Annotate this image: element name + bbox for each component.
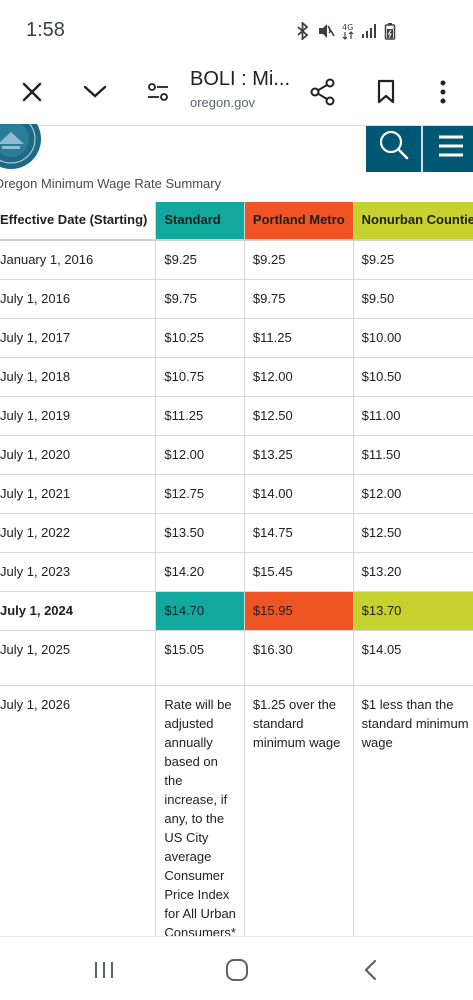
table-row: July 1, 2020 $12.00 $13.25 $11.50 — [0, 435, 473, 475]
cell-standard: $12.75 — [155, 474, 245, 514]
cell-portland: $9.25 — [244, 240, 354, 280]
more-options-icon[interactable] — [423, 72, 463, 112]
cell-nonurban: $14.05 — [353, 630, 473, 686]
recent-apps-icon[interactable] — [84, 955, 124, 985]
cell-nonurban: $13.20 — [353, 552, 473, 592]
table-row-highlighted: July 1, 2024 $14.70 $15.95 $13.70 — [0, 591, 473, 631]
cell-nonurban: $12.00 — [353, 474, 473, 514]
signal-icon — [361, 23, 377, 44]
table-row: July 1, 2025 $15.05 $16.30 $14.05 — [0, 630, 473, 686]
cell-date: July 1, 2022 — [0, 513, 157, 553]
status-icons: 4G — [296, 20, 396, 45]
cell-date: July 1, 2024 — [0, 591, 157, 631]
cell-date: January 1, 2016 — [0, 240, 157, 280]
browser-toolbar: BOLI : Mi... oregon.gov — [0, 62, 473, 126]
share-icon[interactable] — [303, 72, 343, 112]
oregon-seal-logo[interactable] — [0, 124, 42, 170]
cell-portland: $11.25 — [244, 318, 354, 358]
cell-date: July 1, 2018 — [0, 357, 157, 397]
cell-standard: Rate will be adjusted annually based on … — [155, 685, 245, 968]
bookmark-icon[interactable] — [366, 72, 406, 112]
cell-date: July 1, 2020 — [0, 435, 157, 475]
header-nonurban-counties: Nonurban Counties — [353, 202, 473, 241]
page-title[interactable]: BOLI : Mi... — [190, 68, 291, 90]
table-header-row: Effective Date (Starting) Standard Portl… — [0, 202, 473, 241]
cell-portland: $14.75 — [244, 513, 354, 553]
cell-portland: $12.00 — [244, 357, 354, 397]
page-subtitle: Oregon Minimum Wage Rate Summary — [0, 176, 222, 191]
cell-date: July 1, 2017 — [0, 318, 157, 358]
table-row: July 1, 2018 $10.75 $12.00 $10.50 — [0, 357, 473, 397]
cell-portland: $14.00 — [244, 474, 354, 514]
cell-portland: $13.25 — [244, 435, 354, 475]
cell-nonurban: $13.70 — [353, 591, 473, 631]
cell-nonurban: $10.00 — [353, 318, 473, 358]
header-standard: Standard — [155, 202, 245, 241]
cell-standard: $11.25 — [155, 396, 245, 436]
cell-nonurban: $9.50 — [353, 279, 473, 319]
cell-nonurban: $11.00 — [353, 396, 473, 436]
table-row: July 1, 2019 $11.25 $12.50 $11.00 — [0, 396, 473, 436]
cell-date: July 1, 2025 — [0, 630, 157, 686]
cell-date: July 1, 2026 — [0, 685, 157, 968]
data-4g-icon: 4G — [342, 22, 354, 45]
cell-standard: $13.50 — [155, 513, 245, 553]
cell-nonurban: $12.50 — [353, 513, 473, 553]
cell-nonurban: $1 less than the standard minimum wage — [353, 685, 473, 968]
table-row: July 1, 2017 $10.25 $11.25 $10.00 — [0, 318, 473, 358]
cell-standard: $10.75 — [155, 357, 245, 397]
cell-nonurban: $9.25 — [353, 240, 473, 280]
header-divider — [421, 126, 423, 172]
header-portland-metro: Portland Metro — [244, 202, 354, 241]
table-row: July 1, 2021 $12.75 $14.00 $12.00 — [0, 474, 473, 514]
svg-text:4G: 4G — [342, 23, 353, 32]
cell-standard: $14.70 — [155, 591, 245, 631]
cell-standard: $9.75 — [155, 279, 245, 319]
cell-date: July 1, 2023 — [0, 552, 157, 592]
cell-standard: $14.20 — [155, 552, 245, 592]
cell-date: July 1, 2016 — [0, 279, 157, 319]
close-icon[interactable] — [12, 72, 52, 112]
mute-icon — [317, 22, 335, 45]
chevron-down-icon[interactable] — [75, 72, 115, 112]
menu-icon[interactable] — [433, 128, 469, 164]
table-row: July 1, 2026 Rate will be adjusted annua… — [0, 685, 473, 968]
page-domain[interactable]: oregon.gov — [190, 95, 256, 110]
back-icon[interactable] — [350, 955, 390, 985]
table-row: July 1, 2016 $9.75 $9.75 $9.50 — [0, 279, 473, 319]
cell-portland: $9.75 — [244, 279, 354, 319]
cell-date: July 1, 2021 — [0, 474, 157, 514]
minimum-wage-table: Effective Date (Starting) Standard Portl… — [0, 202, 473, 968]
home-icon[interactable] — [217, 955, 257, 985]
search-icon[interactable] — [376, 128, 412, 164]
cell-portland: $1.25 over the standard minimum wage — [244, 685, 354, 968]
cell-standard: $10.25 — [155, 318, 245, 358]
cell-portland: $12.50 — [244, 396, 354, 436]
table-row: July 1, 2023 $14.20 $15.45 $13.20 — [0, 552, 473, 592]
cell-standard: $9.25 — [155, 240, 245, 280]
page-settings-icon[interactable] — [138, 72, 178, 112]
cell-standard: $15.05 — [155, 630, 245, 686]
cell-portland: $15.45 — [244, 552, 354, 592]
table-row: July 1, 2022 $13.50 $14.75 $12.50 — [0, 513, 473, 553]
status-bar: 1:58 4G — [0, 0, 473, 62]
cell-nonurban: $11.50 — [353, 435, 473, 475]
cell-portland: $15.95 — [244, 591, 354, 631]
cell-nonurban: $10.50 — [353, 357, 473, 397]
cell-standard: $12.00 — [155, 435, 245, 475]
table-row: January 1, 2016 $9.25 $9.25 $9.25 — [0, 240, 473, 280]
cell-portland: $16.30 — [244, 630, 354, 686]
cell-date: July 1, 2019 — [0, 396, 157, 436]
status-time: 1:58 — [26, 19, 65, 41]
system-navigation-bar — [0, 936, 473, 1000]
battery-icon — [384, 22, 396, 45]
header-effective-date: Effective Date (Starting) — [0, 202, 157, 241]
bluetooth-icon — [296, 20, 310, 45]
